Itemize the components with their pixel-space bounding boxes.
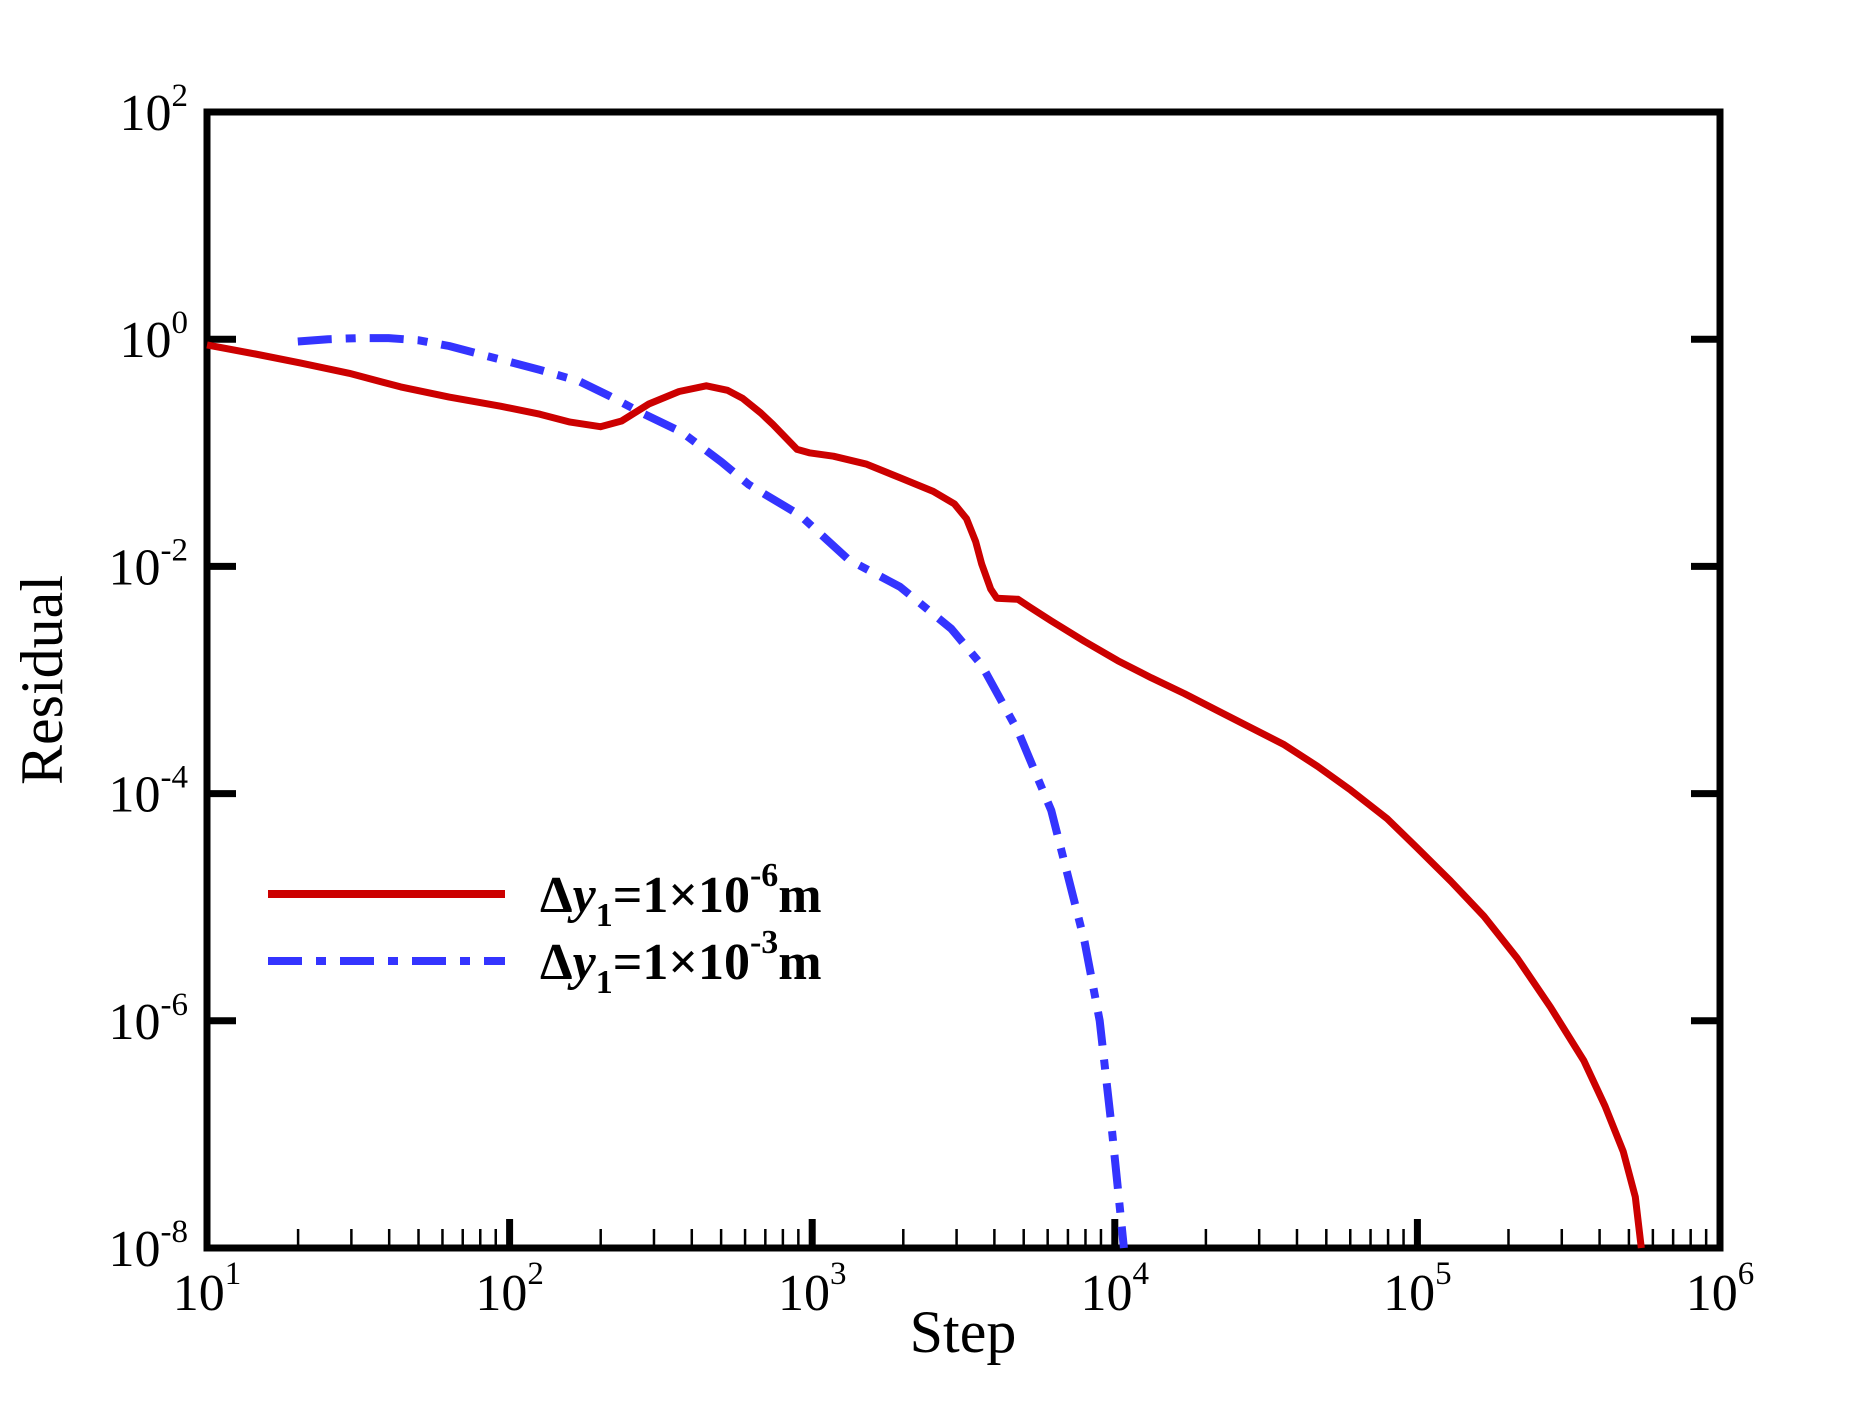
legend-label: Δy1=1×10-3m (540, 924, 822, 1001)
x-tick-label: 103 (778, 1256, 847, 1322)
axes: 101 102 103 104 105 106 102 100 10-2 10-4 10-6 10-8 (109, 78, 1755, 1322)
y-tick-label: 10-2 (109, 532, 189, 596)
series-curves (206, 334, 1645, 1249)
legend-label: Δy1=1×10-6m (540, 857, 822, 934)
series-line-blue (297, 334, 1128, 1249)
plot-border (203, 108, 1724, 1252)
y-tick-label: 102 (120, 78, 189, 142)
x-tick-label: 102 (475, 1256, 543, 1322)
x-axis-title: Step (910, 1299, 1017, 1365)
x-tick-label: 105 (1383, 1256, 1452, 1322)
x-tick-label: 104 (1081, 1256, 1150, 1322)
series-line-red (206, 341, 1645, 1249)
y-tick-label: 10-6 (109, 987, 189, 1051)
y-tick-label: 10-8 (109, 1214, 189, 1278)
y-axis-title: Residual (9, 575, 75, 785)
y-tick-label: 10-4 (109, 760, 189, 824)
x-tick-label: 101 (173, 1256, 242, 1322)
x-tick-label: 106 (1686, 1256, 1755, 1322)
y-tick-label: 100 (120, 305, 189, 369)
